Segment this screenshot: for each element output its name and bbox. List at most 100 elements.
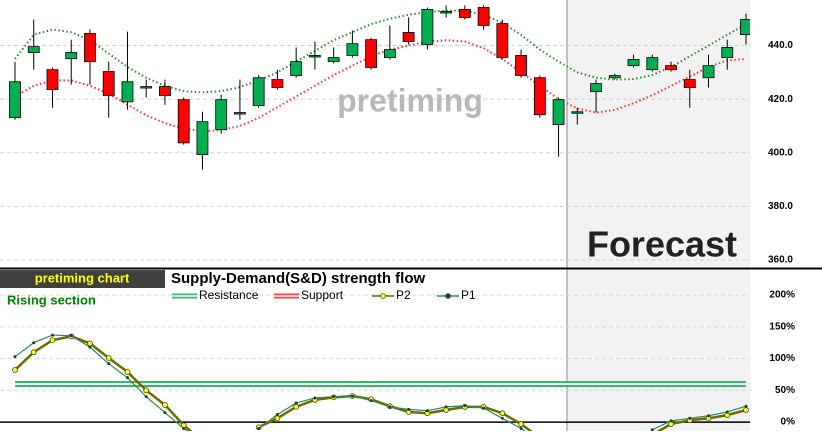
candle-body [252, 77, 265, 106]
candle-body [271, 79, 284, 89]
point [30, 349, 37, 356]
point [463, 404, 467, 408]
candle-body [477, 7, 490, 26]
candle-body [740, 19, 750, 35]
legend-marker [380, 293, 386, 299]
watermark: pretiming [337, 82, 483, 118]
candle-body [702, 65, 715, 79]
y-tick-label: 200% [769, 290, 795, 301]
point [182, 426, 186, 430]
candle-body [215, 99, 228, 131]
forecast-label: Forecast [587, 224, 737, 265]
legend-label: P1 [461, 288, 476, 302]
point [518, 421, 524, 427]
point [274, 415, 281, 422]
candle-body [496, 23, 509, 59]
point [688, 416, 692, 420]
plot-area [9, 5, 750, 170]
subtitle: Rising section [7, 292, 96, 307]
point [332, 395, 336, 399]
candle-body [346, 43, 359, 56]
point [144, 395, 148, 399]
forecast-region [567, 0, 750, 431]
point [743, 407, 749, 413]
candle-body [159, 86, 171, 97]
point [125, 376, 129, 380]
candle-body [665, 65, 677, 71]
point [124, 369, 131, 375]
candle-body [421, 8, 434, 45]
candle-body [327, 57, 340, 63]
candle-body [608, 75, 621, 79]
point [88, 345, 92, 349]
point [162, 402, 168, 408]
point [482, 406, 486, 410]
point [407, 407, 411, 411]
candle-body [308, 55, 321, 58]
candle-body [627, 59, 640, 67]
candle-body [646, 57, 659, 71]
y-tick-label: 50% [775, 385, 795, 396]
point [50, 333, 54, 337]
legend-label: Resistance [199, 288, 259, 302]
candle-body [365, 39, 378, 68]
candle-body [552, 99, 565, 126]
candle-body [590, 83, 602, 93]
point [87, 340, 93, 347]
point [13, 355, 17, 359]
y-tick-label: 420.0 [768, 94, 793, 105]
flow-panel: 0% 50% 100% 150% 200% Resistance Support P2 P1 [0, 288, 795, 431]
candle-body [683, 79, 696, 89]
point [105, 355, 112, 361]
y-tick-label: 400.0 [768, 147, 793, 158]
point [143, 387, 150, 394]
candle-body [515, 55, 527, 76]
point [49, 337, 56, 344]
point [293, 404, 300, 410]
point [444, 405, 448, 409]
point [744, 404, 748, 408]
legend-label: P2 [396, 288, 411, 302]
plot-area [12, 333, 749, 431]
y-tick-label: 0% [781, 417, 796, 428]
badge: pretiming chart [35, 270, 130, 285]
y-tick-label: 360.0 [768, 255, 793, 266]
point [12, 367, 18, 373]
y-tick-label: 150% [769, 321, 795, 332]
panel-title: Supply-Demand(S&D) strength flow [171, 270, 425, 287]
band-curve [14, 39, 747, 133]
point [388, 405, 392, 409]
y-tick-label: 440.0 [768, 40, 793, 51]
point [32, 341, 36, 345]
candle-body [721, 47, 734, 59]
candle-body [84, 33, 96, 63]
candle-body [140, 86, 153, 89]
point [425, 409, 429, 413]
point [499, 410, 506, 417]
candle-body [46, 69, 59, 90]
candle-body [458, 8, 471, 18]
candle-body [65, 52, 78, 60]
candle-body [440, 11, 453, 14]
legend-label: Support [301, 288, 344, 302]
point [369, 399, 373, 403]
point [313, 396, 317, 400]
candle-body [196, 121, 209, 156]
point [257, 426, 261, 430]
point [707, 414, 711, 418]
price-panel: 360.0 380.0 400.0 420.0 440.0 [0, 5, 793, 266]
point [669, 419, 673, 423]
y-tick-label: 380.0 [768, 201, 793, 212]
candle-body [177, 99, 190, 144]
point [107, 362, 111, 366]
candle-body [533, 77, 546, 116]
point [275, 412, 279, 416]
point [650, 428, 654, 431]
legend-marker [445, 293, 451, 299]
point [294, 401, 298, 405]
candle-body [571, 111, 584, 114]
candle-body [27, 46, 40, 53]
point [519, 426, 523, 430]
candle-body [234, 112, 246, 115]
